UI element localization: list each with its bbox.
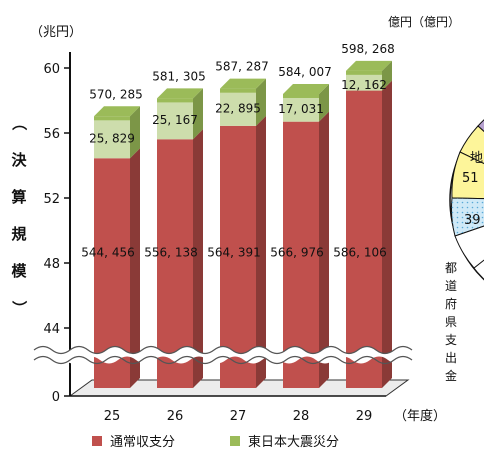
y-axis-title-char: （ bbox=[10, 115, 28, 130]
bar-earthquake-band bbox=[283, 93, 319, 98]
y-axis-title-char: 規 bbox=[11, 225, 26, 243]
side-pie-caption-char: 都 bbox=[445, 261, 457, 275]
data-label-total: 587, 287 bbox=[215, 60, 268, 74]
side-pie-caption-char: 道 bbox=[445, 279, 457, 293]
side-pie-caption-char: 支 bbox=[445, 333, 457, 347]
bar-earthquake-band bbox=[94, 116, 130, 121]
bar-earthquake-side bbox=[256, 78, 266, 126]
x-tick-label: 26 bbox=[167, 409, 184, 424]
y-axis-title-char: 算 bbox=[11, 188, 26, 206]
bar-earthquake-side bbox=[193, 88, 203, 140]
side-pie-caption-char: 県 bbox=[445, 315, 457, 329]
bar-top bbox=[346, 60, 392, 71]
side-pie-label-0: 地 bbox=[470, 151, 483, 166]
data-label-regular: 564, 391 bbox=[207, 246, 260, 260]
side-pie-caption-char: 出 bbox=[445, 351, 457, 365]
y-axis-title-char: 決 bbox=[11, 151, 27, 169]
bar-earthquake bbox=[346, 70, 382, 91]
bar-top bbox=[220, 78, 266, 89]
bar-regular bbox=[220, 125, 256, 388]
legend-swatch-earthquake bbox=[230, 436, 240, 446]
y-tick-label: 56 bbox=[43, 127, 60, 142]
bar-regular-side bbox=[256, 115, 266, 388]
y-ticks: 0 44 48 52 56 60 bbox=[43, 62, 70, 405]
x-tick-label: 27 bbox=[230, 409, 247, 424]
y-axis-title-char: 模 bbox=[11, 262, 27, 280]
bar-earthquake-band bbox=[346, 70, 382, 75]
bar-earthquake bbox=[94, 116, 130, 159]
data-label-earthquake: 25, 829 bbox=[89, 131, 135, 145]
data-label-total: 584, 007 bbox=[278, 65, 331, 79]
y-tick-label: 52 bbox=[43, 192, 60, 207]
bar-regular-side bbox=[382, 80, 392, 388]
axis-break bbox=[28, 345, 413, 365]
data-label-total: 570, 285 bbox=[89, 87, 142, 101]
bar-regular-side bbox=[130, 148, 140, 388]
legend-label-regular: 通常収支分 bbox=[110, 435, 175, 450]
y-unit-label: （兆円） bbox=[30, 25, 82, 40]
data-label-earthquake: 22, 895 bbox=[215, 101, 261, 115]
bar-earthquake-side bbox=[130, 106, 140, 159]
bar-top bbox=[283, 83, 329, 94]
data-label-earthquake: 12, 162 bbox=[341, 78, 387, 92]
bar-regular bbox=[346, 90, 382, 388]
side-pie-slice-lower bbox=[454, 225, 484, 269]
x-unit-label: （年度） bbox=[394, 408, 446, 424]
bar-top bbox=[157, 88, 203, 99]
side-pie-slice-blue-dots bbox=[451, 198, 484, 236]
x-tick-label: 29 bbox=[356, 409, 373, 424]
side-pie-label-1: 51 bbox=[462, 171, 479, 186]
bar-regular bbox=[283, 121, 319, 388]
bars: 544, 456 25, 829 570, 285 556, 138 25, 167 58… bbox=[81, 42, 395, 388]
bar-earthquake-band bbox=[220, 88, 256, 93]
value-unit-label: 億円（億円） bbox=[388, 15, 460, 29]
bar-regular-side bbox=[319, 111, 329, 388]
bar-earthquake bbox=[283, 93, 319, 122]
x-ticks: 25 26 27 28 29 bbox=[104, 409, 373, 424]
bar-earthquake bbox=[157, 98, 193, 140]
y-axis-title-char: ） bbox=[10, 300, 28, 315]
data-label-regular: 556, 138 bbox=[144, 246, 197, 260]
bar-earthquake-side bbox=[319, 83, 329, 122]
y-tick-label: 48 bbox=[43, 257, 60, 272]
data-label-earthquake: 25, 167 bbox=[152, 113, 198, 127]
data-label-regular: 544, 456 bbox=[81, 246, 134, 260]
bar-earthquake bbox=[220, 88, 256, 126]
data-label-total: 581, 305 bbox=[152, 69, 205, 83]
x-tick-label: 28 bbox=[293, 409, 310, 424]
bar-earthquake-band bbox=[157, 98, 193, 103]
data-label-earthquake: 17, 031 bbox=[278, 102, 324, 116]
side-pie-caption-char: 府 bbox=[445, 296, 457, 311]
legend: 通常収支分 東日本大震災分 bbox=[92, 434, 339, 450]
data-label-regular: 566, 976 bbox=[270, 246, 323, 260]
y-tick-label: 0 bbox=[52, 390, 60, 405]
side-pie-caption-char: 金 bbox=[445, 368, 457, 383]
x-tick-label: 25 bbox=[104, 409, 121, 424]
bar-earthquake-side bbox=[382, 60, 392, 91]
bar-top bbox=[94, 106, 140, 117]
y-tick-label: 44 bbox=[43, 322, 60, 337]
bar-regular-side bbox=[193, 129, 203, 388]
data-label-regular: 586, 106 bbox=[333, 246, 386, 260]
side-pie-label-2: 39 bbox=[464, 213, 481, 228]
data-label-total: 598, 268 bbox=[341, 42, 394, 56]
legend-swatch-regular bbox=[92, 436, 102, 446]
legend-label-earthquake: 東日本大震災分 bbox=[248, 434, 339, 450]
y-tick-label: 60 bbox=[43, 62, 60, 77]
